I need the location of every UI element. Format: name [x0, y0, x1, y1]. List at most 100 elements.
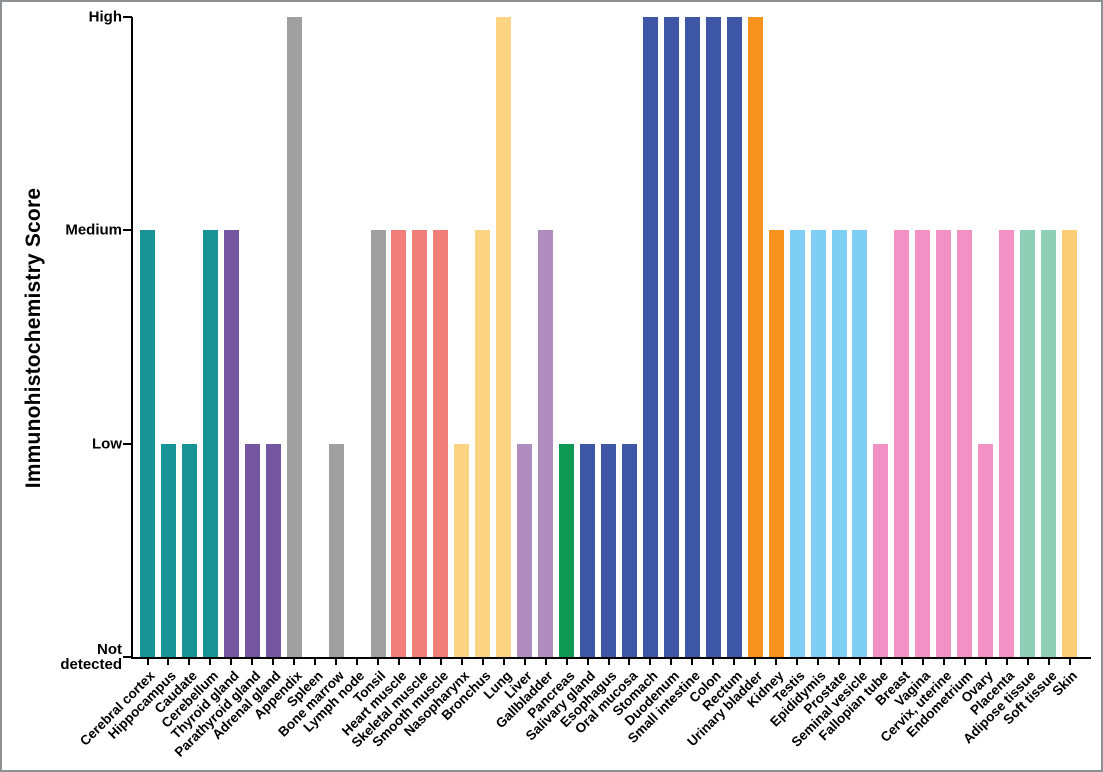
bar-breast [894, 230, 910, 657]
bar-rectum [726, 16, 742, 657]
x-tick-heart-muscle [397, 659, 400, 665]
x-tick-urinary-bladder [754, 659, 757, 665]
y-tick-high [123, 15, 132, 18]
x-tick-hippocampus [167, 659, 170, 665]
x-tick-esophagus [607, 659, 610, 665]
x-tick-kidney [775, 659, 778, 665]
bar-skeletal-muscle [412, 230, 428, 657]
x-tick-cerebellum [209, 659, 212, 665]
x-tick-pancreas [565, 659, 568, 665]
y-tick-label-medium: Medium [65, 221, 122, 239]
x-tick-oral-mucosa [628, 659, 631, 665]
x-tick-vagina [921, 659, 924, 665]
bar-testis [789, 230, 805, 657]
bar-oral-mucosa [621, 443, 637, 657]
bar-placenta [999, 230, 1015, 657]
x-tick-gallbladder [544, 659, 547, 665]
bar-thyroid-gland [223, 230, 239, 657]
y-axis-line [131, 17, 133, 659]
x-tick-adrenal-gland [272, 659, 275, 665]
x-tick-stomach [649, 659, 652, 665]
bar-appendix [286, 16, 302, 657]
x-tick-endometrium [963, 659, 966, 665]
y-tick-medium [123, 229, 132, 231]
x-tick-lymph-node [356, 659, 359, 665]
x-tick-liver [523, 659, 526, 665]
x-tick-thyroid-gland [230, 659, 233, 665]
bar-caudate [181, 443, 197, 657]
bar-fallopian-tube [873, 443, 889, 657]
x-tick-placenta [1005, 659, 1008, 665]
bar-adipose-tissue [1020, 230, 1036, 657]
x-tick-nasopharynx [460, 659, 463, 665]
x-tick-adipose-tissue [1026, 659, 1029, 665]
bar-parathyroid-gland [244, 443, 260, 657]
x-tick-breast [900, 659, 903, 665]
x-tick-prostate [838, 659, 840, 665]
x-tick-fallopian-tube [879, 659, 882, 665]
bar-small-intestine [684, 16, 700, 657]
bar-cerebral-cortex [140, 230, 155, 657]
x-tick-soft-tissue [1047, 659, 1050, 665]
bar-duodenum [663, 16, 679, 657]
bar-endometrium [957, 230, 973, 657]
x-tick-tonsil [377, 659, 379, 665]
y-tick-low [123, 442, 132, 445]
bar-stomach [642, 16, 658, 657]
bar-soft-tissue [1041, 230, 1057, 657]
bar-prostate [831, 230, 847, 657]
bar-adrenal-gland [265, 443, 281, 657]
bar-cervix-uterine [936, 230, 952, 657]
x-tick-caudate [188, 659, 191, 665]
x-tick-appendix [293, 659, 296, 665]
bar-pancreas [559, 443, 575, 657]
bar-liver [517, 443, 533, 657]
x-tick-bronchus [481, 659, 484, 665]
bar-salivary-gland [580, 443, 596, 657]
x-tick-cervix-uterine [942, 659, 945, 665]
x-tick-skin [1068, 659, 1071, 665]
x-tick-testis [796, 659, 799, 665]
bar-hippocampus [160, 443, 176, 657]
bar-tonsil [370, 230, 386, 657]
bar-lung [496, 16, 512, 657]
bar-skin [1062, 230, 1078, 657]
x-tick-lung [502, 659, 505, 665]
x-tick-seminal-vesicle [858, 659, 861, 665]
x-tick-smooth-muscle [439, 659, 442, 665]
bar-smooth-muscle [433, 230, 449, 657]
x-tick-colon [712, 659, 715, 665]
x-tick-small-intestine [691, 659, 694, 665]
bar-esophagus [601, 443, 616, 657]
x-tick-bone-marrow [335, 659, 338, 665]
x-tick-rectum [733, 659, 736, 665]
x-tick-spleen [314, 659, 317, 665]
bar-colon [705, 16, 721, 657]
y-tick-not-detected [123, 656, 132, 658]
x-tick-cerebral-cortex [146, 659, 149, 665]
bar-bronchus [475, 230, 491, 657]
bar-seminal-vesicle [852, 230, 868, 657]
x-axis-line [131, 657, 1091, 659]
x-tick-parathyroid-gland [251, 659, 254, 665]
bar-vagina [915, 230, 931, 657]
x-tick-duodenum [670, 659, 673, 665]
bar-cerebellum [202, 230, 218, 657]
bar-ovary [978, 443, 994, 657]
bar-heart-muscle [391, 230, 407, 657]
x-tick-ovary [984, 659, 987, 665]
bar-epididymis [810, 230, 826, 657]
x-tick-epididymis [817, 659, 820, 665]
bar-gallbladder [538, 230, 554, 657]
y-tick-label-not-detected: Not detected [60, 641, 122, 673]
y-tick-label-low: Low [92, 435, 122, 452]
y-tick-label-high: High [88, 8, 122, 25]
x-tick-skeletal-muscle [418, 659, 421, 665]
bar-kidney [768, 230, 784, 657]
bar-nasopharynx [454, 443, 470, 657]
bar-bone-marrow [328, 443, 344, 657]
x-tick-salivary-gland [586, 659, 589, 665]
bar-urinary-bladder [747, 16, 763, 657]
